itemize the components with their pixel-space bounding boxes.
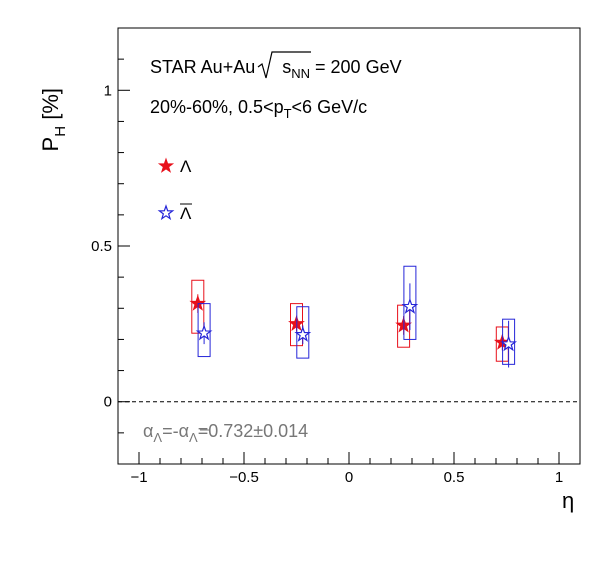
data-point-antilambda (294, 325, 312, 342)
x-tick-label: −0.5 (229, 469, 259, 486)
legend-marker-lambda (157, 157, 175, 173)
data-marks (189, 265, 517, 368)
sys-error-box-antilambda (403, 265, 417, 340)
experiment-label: STAR Au+Au sNN = 200 GeV (150, 57, 402, 81)
y-axis-title: PH [%] (38, 88, 69, 151)
sqrt-symbol (257, 51, 311, 79)
data-point-antilambda (401, 297, 419, 314)
alpha-label: αΛ=-αΛ=0.732±0.014 (143, 421, 308, 445)
x-tick-label: 0 (345, 469, 353, 486)
y-axis: 00.51 (91, 27, 130, 465)
x-axis-title: η (562, 488, 574, 513)
x-tick-label: 0.5 (444, 469, 465, 486)
legend-marker-antilambda (157, 204, 175, 221)
plot-frame (117, 27, 581, 465)
sys-error-box-antilambda (197, 303, 211, 358)
legend: Λ Λ (157, 157, 192, 223)
legend-label-lambda: Λ (180, 157, 192, 176)
x-tick-label: 1 (555, 469, 563, 486)
data-point-antilambda (500, 335, 517, 352)
x-tick-label: −1 (130, 469, 147, 486)
y-tick-label: 1 (104, 82, 112, 99)
y-tick-label: 0 (104, 394, 112, 411)
y-tick-label: 0.5 (91, 238, 112, 255)
legend-label-antilambda: Λ (180, 204, 192, 223)
data-point-antilambda (195, 324, 213, 341)
centrality-label: 20%-60%, 0.5<pT<6 GeV/c (150, 97, 367, 121)
x-axis: −1 −0.5 0 0.5 1 (117, 452, 581, 486)
